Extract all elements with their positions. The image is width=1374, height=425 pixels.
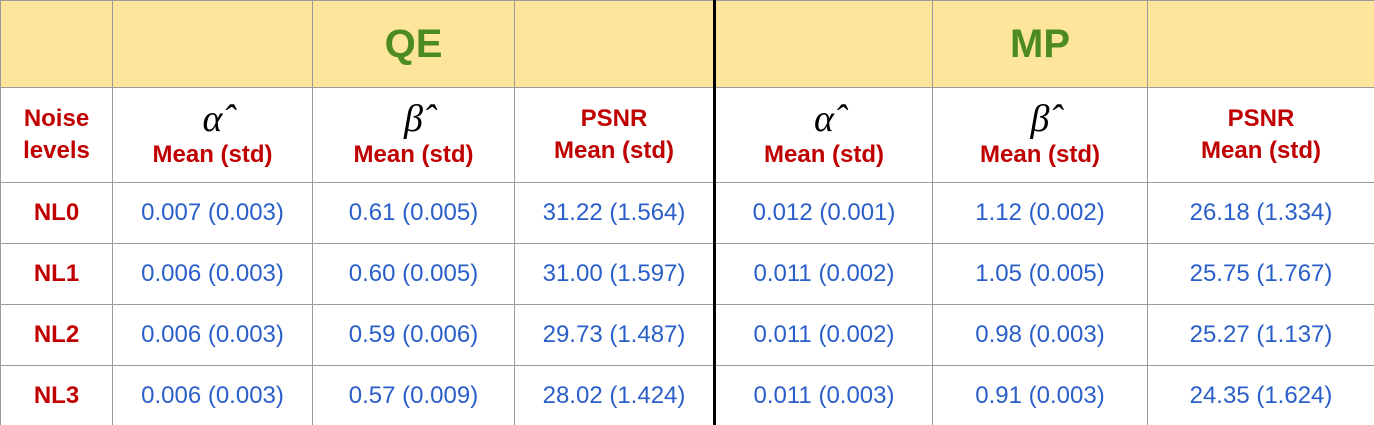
column-header: PSNR Mean (std) [1147, 87, 1374, 183]
data-cell: 0.006 (0.003) [112, 243, 313, 305]
data-cell: 31.22 (1.564) [514, 182, 715, 244]
group-header-cell [1147, 0, 1374, 88]
data-row: NL0 0.007 (0.003) 0.61 (0.005) 31.22 (1.564… [0, 182, 1374, 244]
data-cell: 29.73 (1.487) [514, 304, 715, 366]
column-header: β̂ Mean (std) [932, 87, 1148, 183]
group-header-row: QE MP [0, 0, 1374, 88]
group-header-cell: QE [312, 0, 515, 88]
data-cell: 1.05 (0.005) [932, 243, 1148, 305]
column-header: β̂ Mean (std) [312, 87, 515, 183]
column-header: α̂ Mean (std) [713, 87, 933, 183]
row-label-header: Noise levels [0, 87, 113, 183]
data-cell: 28.02 (1.424) [514, 365, 715, 425]
row-label: NL2 [0, 304, 113, 366]
data-cell: 25.75 (1.767) [1147, 243, 1374, 305]
column-stat: Mean (std) [152, 141, 273, 168]
column-stat: Mean (std) [1201, 137, 1321, 164]
column-symbol: α̂ [814, 98, 834, 140]
group-header-cell [0, 0, 113, 88]
data-row: NL2 0.006 (0.003) 0.59 (0.006) 29.73 (1.487… [0, 304, 1374, 366]
column-stat: Mean (std) [554, 137, 674, 164]
data-cell: 25.27 (1.137) [1147, 304, 1374, 366]
data-cell: 0.91 (0.003) [932, 365, 1148, 425]
data-cell: 0.011 (0.002) [713, 243, 933, 305]
data-row: NL1 0.006 (0.003) 0.60 (0.005) 31.00 (1.597… [0, 243, 1374, 305]
column-stat: Mean (std) [980, 141, 1100, 168]
data-cell: 26.18 (1.334) [1147, 182, 1374, 244]
column-header: α̂ Mean (std) [112, 87, 313, 183]
data-cell: 0.59 (0.006) [312, 304, 515, 366]
row-label: NL0 [0, 182, 113, 244]
group-header-cell: MP [932, 0, 1148, 88]
data-cell: 0.98 (0.003) [932, 304, 1148, 366]
data-cell: 31.00 (1.597) [514, 243, 715, 305]
data-cell: 0.012 (0.001) [713, 182, 933, 244]
data-cell: 24.35 (1.624) [1147, 365, 1374, 425]
row-label: NL1 [0, 243, 113, 305]
data-cell: 0.61 (0.005) [312, 182, 515, 244]
data-cell: 0.006 (0.003) [112, 365, 313, 425]
column-symbol: β̂ [404, 98, 423, 140]
data-row: NL3 0.006 (0.003) 0.57 (0.009) 28.02 (1.424… [0, 365, 1374, 425]
column-symbol: PSNR [1227, 105, 1295, 132]
column-stat: Mean (std) [353, 141, 474, 168]
group-header-cell [112, 0, 313, 88]
data-cell: 0.011 (0.002) [713, 304, 933, 366]
column-header-row: Noise levels α̂ Mean (std) β̂ Mean (std) PSNR… [0, 87, 1374, 183]
data-cell: 0.57 (0.009) [312, 365, 515, 425]
data-cell: 0.006 (0.003) [112, 304, 313, 366]
data-cell: 0.011 (0.003) [713, 365, 933, 425]
data-cell: 1.12 (0.002) [932, 182, 1148, 244]
column-symbol: β̂ [1030, 98, 1050, 140]
group-header-cell [514, 0, 715, 88]
data-cell: 0.60 (0.005) [312, 243, 515, 305]
row-label: NL3 [0, 365, 113, 425]
group-header-cell [713, 0, 933, 88]
column-header: PSNR Mean (std) [514, 87, 715, 183]
column-symbol: α̂ [202, 98, 223, 140]
data-cell: 0.007 (0.003) [112, 182, 313, 244]
column-stat: Mean (std) [764, 141, 884, 168]
column-symbol: PSNR [580, 105, 648, 132]
